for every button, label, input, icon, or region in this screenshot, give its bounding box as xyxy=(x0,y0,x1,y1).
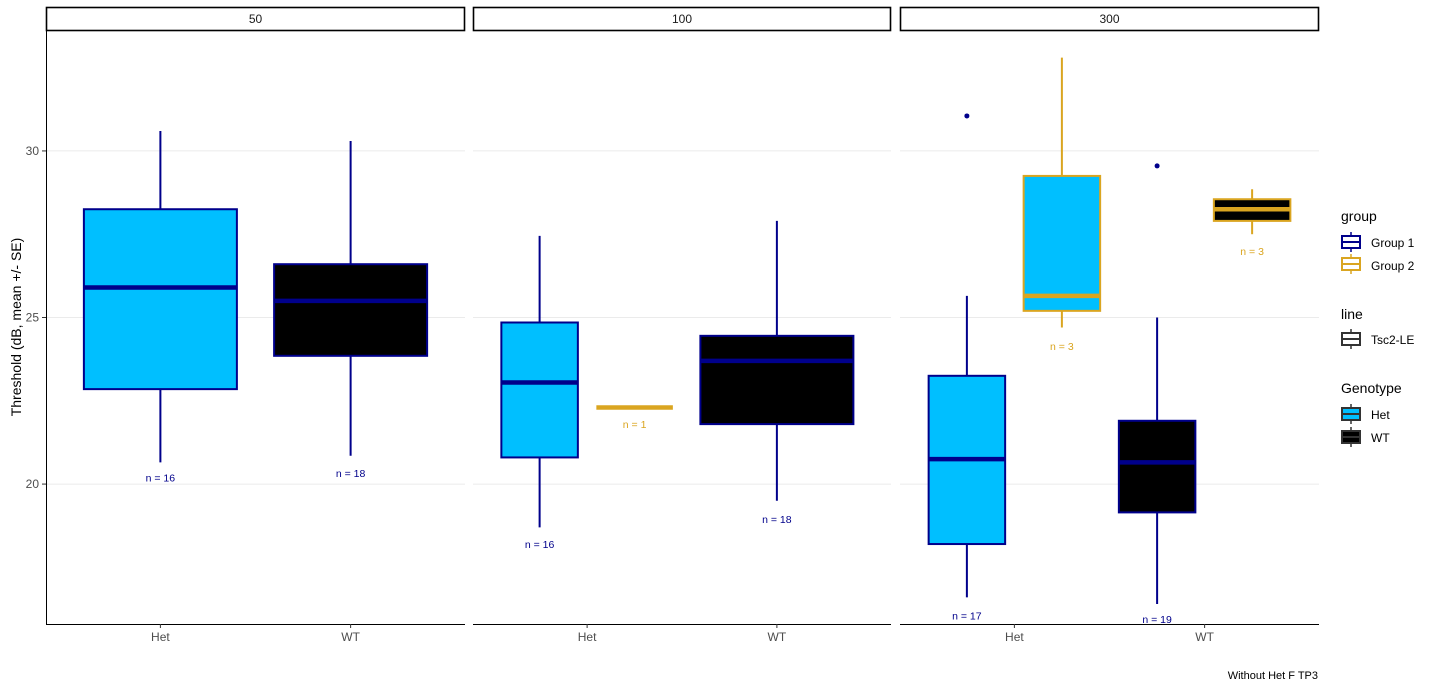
y-tick-label: 25 xyxy=(26,311,40,325)
legend-title-line: line xyxy=(1341,306,1363,322)
box-het-group-1: n = 17 xyxy=(927,113,1007,623)
legend-title-genotype: Genotype xyxy=(1341,380,1402,396)
box-wt-group-2: n = 3 xyxy=(1212,189,1292,258)
facet-panels: 50 20 25 30 Het WT n = 16 n = 18 100 Het WT n = 16 n… xyxy=(26,6,1320,644)
n-label: n = 3 xyxy=(1050,341,1074,353)
n-label: n = 18 xyxy=(762,514,792,526)
facet-strip xyxy=(472,6,892,32)
facet-strip-label: 50 xyxy=(249,12,263,26)
facet-panel-50: 50 20 25 30 Het WT n = 16 n = 18 xyxy=(26,6,466,644)
y-tick-label: 20 xyxy=(26,477,40,491)
legend: group Group 1 Group 2 line Tsc2-LE Genotype He… xyxy=(1341,208,1415,447)
facet-strip xyxy=(899,6,1320,32)
y-tick-label: 30 xyxy=(26,144,40,158)
box-het-group-2: n = 3 xyxy=(1022,57,1102,353)
n-label: n = 1 xyxy=(623,419,647,431)
legend-label-het: Het xyxy=(1371,408,1390,422)
box-het-group-2: n = 1 xyxy=(596,405,673,431)
box-het-group-1: n = 16 xyxy=(82,130,238,484)
outlier-point xyxy=(964,113,970,119)
x-tick-label: WT xyxy=(1195,630,1214,644)
caption: Without Het F TP3 xyxy=(1228,670,1318,682)
legend-key-het xyxy=(1341,404,1361,424)
box-wt-group-1: n = 19 xyxy=(1117,163,1197,626)
box-wt-group-1: n = 18 xyxy=(699,220,855,526)
legend-label-group-1: Group 1 xyxy=(1371,236,1415,250)
facet-panel-300: 300 Het WT n = 17 n = 3 n = 19 n = 3 xyxy=(899,6,1320,644)
n-label: n = 3 xyxy=(1240,246,1264,258)
outlier-point xyxy=(1154,163,1160,169)
n-label: n = 16 xyxy=(525,539,555,551)
x-tick-label: Het xyxy=(151,630,170,644)
x-tick-label: Het xyxy=(578,630,597,644)
x-tick-label: WT xyxy=(341,630,360,644)
box-body xyxy=(500,321,579,459)
legend-key-tsc2-le xyxy=(1341,329,1361,349)
n-label: n = 17 xyxy=(952,611,982,623)
box-body xyxy=(699,334,855,426)
facet-strip-label: 300 xyxy=(1099,12,1119,26)
legend-key-group-2 xyxy=(1341,254,1361,274)
n-label: n = 19 xyxy=(1142,614,1172,626)
x-tick-label: Het xyxy=(1005,630,1024,644)
legend-label-wt: WT xyxy=(1371,431,1390,445)
facet-strip xyxy=(45,6,466,32)
box-body xyxy=(1022,174,1102,312)
legend-label-group-2: Group 2 xyxy=(1371,259,1415,273)
box-body xyxy=(273,263,429,357)
y-axis-title: Threshold (dB, mean +/- SE) xyxy=(8,238,24,417)
legend-label-tsc2-le: Tsc2-LE xyxy=(1371,333,1414,347)
legend-title-group: group xyxy=(1341,208,1377,224)
facet-panel-100: 100 Het WT n = 16 n = 1 n = 18 xyxy=(472,6,892,644)
box-het-group-1: n = 16 xyxy=(500,235,579,551)
n-label: n = 18 xyxy=(336,468,366,480)
n-label: n = 16 xyxy=(146,472,176,484)
legend-key-group-1 xyxy=(1341,232,1361,252)
legend-key-wt xyxy=(1341,427,1361,447)
x-tick-label: WT xyxy=(768,630,787,644)
facet-strip-label: 100 xyxy=(672,12,692,26)
box-wt-group-1: n = 18 xyxy=(273,140,429,480)
box-body xyxy=(1117,419,1197,514)
box-body xyxy=(82,208,238,391)
